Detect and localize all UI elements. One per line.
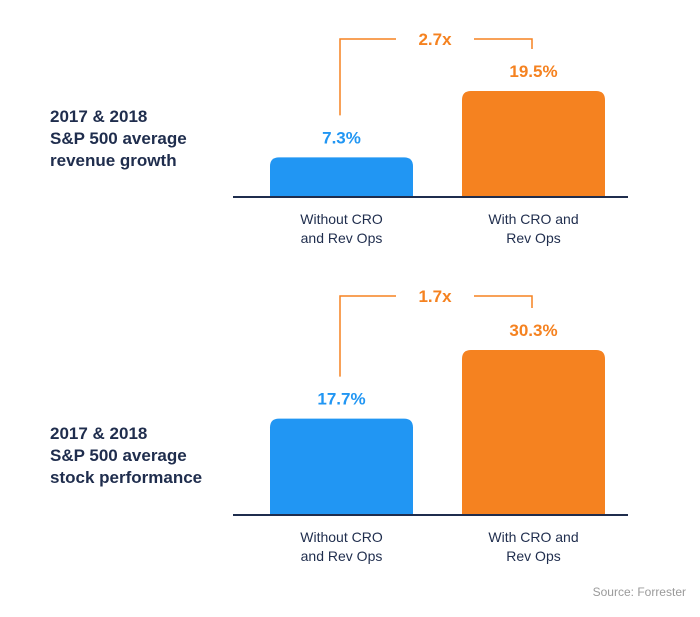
chart-title-line: 2017 & 2018 (50, 424, 147, 443)
category-label: Rev Ops (506, 548, 560, 564)
chart-title-line: stock performance (50, 468, 202, 487)
category-label: With CRO and (488, 529, 578, 545)
source-note: Source: Forrester (592, 585, 686, 599)
bar-value-label: 19.5% (509, 62, 557, 81)
ratio-bracket (339, 38, 533, 116)
chart-title-line: S&P 500 average (50, 446, 187, 465)
chart-title-line: S&P 500 average (50, 129, 187, 148)
category-label: and Rev Ops (301, 548, 383, 564)
chart-panel-1: 2017 & 2018 S&P 500 average revenue growth… (50, 30, 628, 246)
bar-with-cro (462, 91, 605, 197)
bar-without-cro (270, 418, 413, 515)
ratio-label: 2.7x (418, 30, 452, 49)
bar-with-cro (462, 350, 605, 515)
category-label: With CRO and (488, 211, 578, 227)
bar-without-cro (270, 157, 413, 197)
ratio-bracket (339, 295, 533, 377)
bar-value-label: 30.3% (509, 321, 557, 340)
category-label: and Rev Ops (301, 230, 383, 246)
bar-value-label: 7.3% (322, 128, 361, 147)
category-label: Without CRO (300, 211, 383, 227)
category-label: Rev Ops (506, 230, 560, 246)
chart-panel-2: 2017 & 2018 S&P 500 average stock performa… (50, 287, 628, 564)
category-label: Without CRO (300, 529, 383, 545)
bar-value-label: 17.7% (317, 390, 365, 409)
chart-title-line: 2017 & 2018 (50, 107, 147, 126)
ratio-label: 1.7x (418, 287, 452, 306)
chart-title-line: revenue growth (50, 151, 177, 170)
